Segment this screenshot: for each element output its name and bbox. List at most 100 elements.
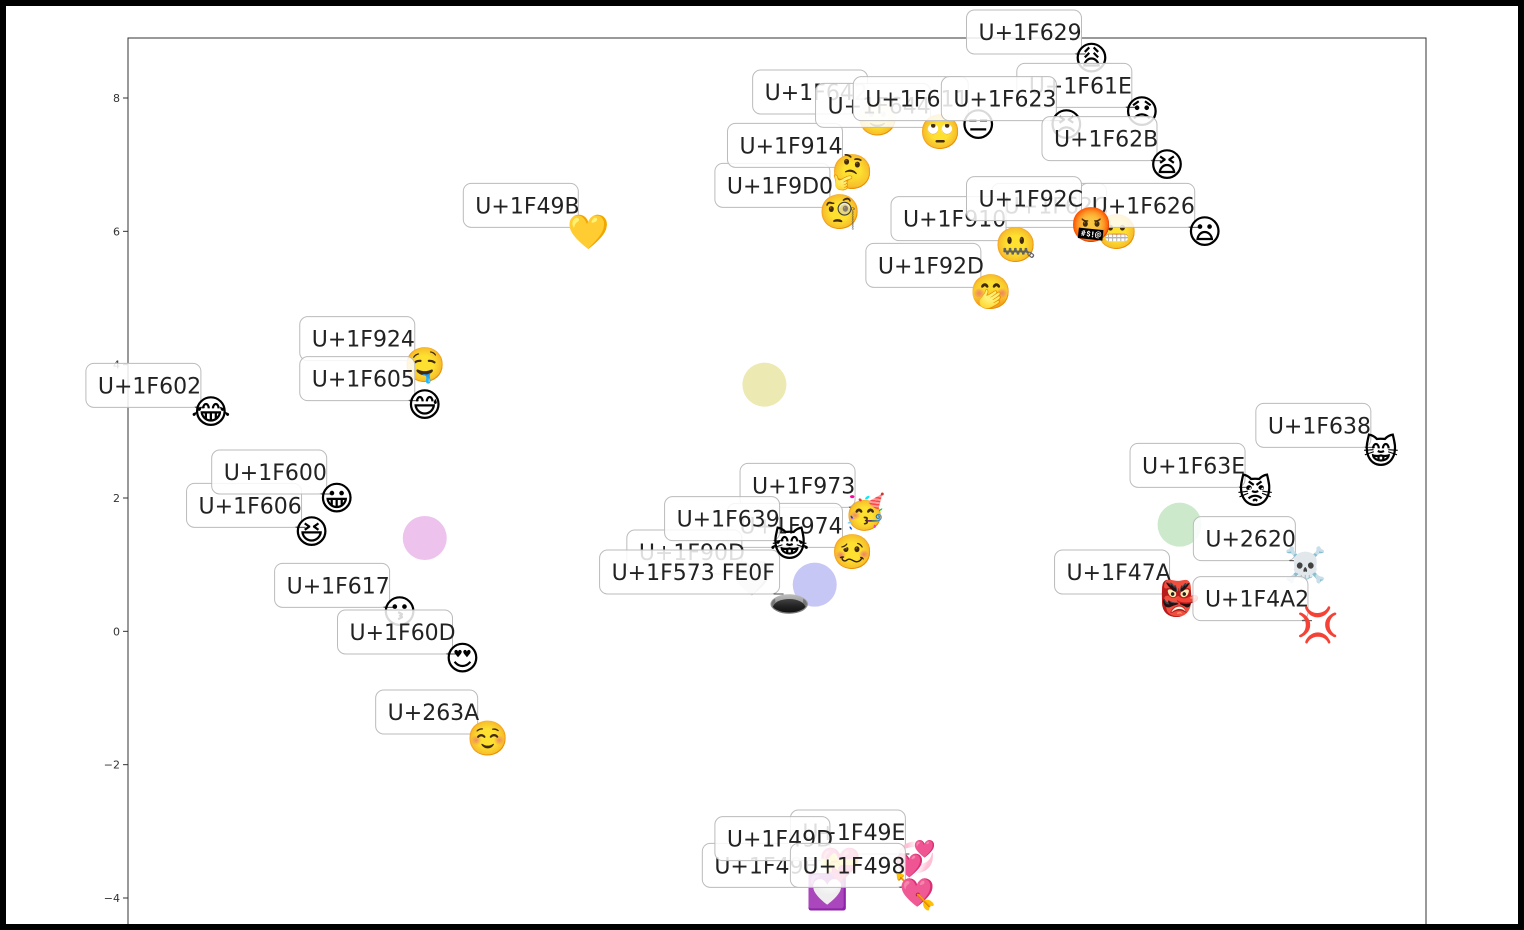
- point-label: U+1F92D: [878, 254, 984, 279]
- emoji-marker: 🤬: [1070, 206, 1112, 246]
- point-label: U+1F629: [979, 21, 1082, 46]
- point-label: U+1F600: [224, 461, 327, 486]
- emoji-marker: 😹: [770, 526, 810, 566]
- data-point: U+1F63E😾: [1129, 442, 1273, 512]
- emoji-marker: 🥳: [844, 491, 886, 532]
- annotation-box: [1054, 549, 1171, 595]
- y-tick-label: 6: [113, 225, 120, 238]
- annotation-box: [274, 562, 391, 608]
- annotation-box: [940, 76, 1057, 122]
- emoji-marker: 😍: [445, 639, 480, 679]
- data-point: U+1F498💘: [789, 842, 937, 912]
- emoji-marker: 😾: [1237, 472, 1272, 512]
- cluster-blob: [742, 362, 787, 407]
- annotation-box: [865, 242, 982, 288]
- emoji-marker: 🧐: [819, 192, 861, 232]
- data-point: U+1F49B💛: [462, 182, 610, 252]
- emoji-marker: 🤔: [831, 152, 873, 192]
- point-label: U+1F626: [1092, 194, 1195, 219]
- emoji-marker: ☺️: [466, 719, 508, 759]
- emoji-marker: 😫: [1149, 146, 1184, 186]
- point-label: U+1F639: [677, 508, 780, 533]
- emoji-marker: 😆: [294, 512, 329, 552]
- point-label: U+1F49B: [475, 194, 579, 219]
- point-label: U+263A: [388, 701, 480, 726]
- emoji-marker: 🕳️: [763, 579, 815, 619]
- data-point: U+1F92D🤭: [865, 242, 1012, 312]
- point-label: U+1F623: [953, 88, 1056, 113]
- data-point: U+1F924🤤: [299, 316, 446, 386]
- point-label: U+1F9D0: [727, 174, 833, 199]
- emoji-marker: 💛: [567, 212, 610, 252]
- point-label: U+1F605: [312, 368, 415, 393]
- data-point: U+1F626😦: [1079, 182, 1222, 252]
- annotation-box: [1129, 442, 1246, 488]
- point-label: U+1F62B: [1054, 128, 1158, 153]
- cluster-blob: [1157, 502, 1202, 547]
- data-point: U+1F605😅: [299, 356, 442, 426]
- annotation-box: [299, 356, 416, 402]
- data-point: U+1F92C🤬: [966, 176, 1113, 246]
- point-label: U+1F92C: [979, 188, 1084, 213]
- point-label: U+1F63E: [1142, 454, 1245, 479]
- annotation-box: [462, 182, 579, 228]
- emoji-marker: 🤭: [970, 272, 1012, 312]
- point-label: U+1F924: [312, 328, 415, 353]
- data-point: U+1F602😂: [85, 362, 231, 432]
- cluster-blobs: [402, 362, 1202, 607]
- data-point: U+263A☺️: [375, 689, 509, 759]
- annotation-box: [1192, 516, 1296, 562]
- y-tick-label: −4: [104, 892, 120, 905]
- point-label: U+1F973: [752, 474, 855, 499]
- annotation-box: [726, 122, 843, 168]
- point-label: U+1F60D: [350, 621, 456, 646]
- y-tick-label: −2: [104, 759, 120, 772]
- emoji-marker: 😀: [319, 479, 354, 519]
- cluster-blob: [792, 562, 837, 607]
- point-label: U+1F914: [739, 134, 842, 159]
- data-point: U+1F60D😍: [337, 609, 480, 679]
- point-label: U+1F573 FE0F: [612, 561, 775, 586]
- annotation-box: [337, 609, 453, 655]
- y-tick-label: 0: [113, 625, 120, 638]
- point-label: U+1F47A: [1067, 561, 1171, 586]
- emoji-marker: 😦: [1187, 212, 1222, 252]
- scatter-chart: 86420−2−4 U+1F602😂U+1F924🤤U+1F605😅U+1F60…: [85, 9, 1427, 924]
- point-label: U+1F638: [1268, 414, 1371, 439]
- annotation-box: [966, 9, 1082, 55]
- data-point: U+1F573 FE0F🕳️: [599, 549, 815, 619]
- emoji-marker: 😂: [191, 392, 231, 432]
- y-axis: 86420−2−4: [104, 92, 128, 905]
- figure-canvas: 86420−2−4 U+1F602😂U+1F924🤤U+1F605😅U+1F60…: [6, 6, 1518, 924]
- emoji-marker: 💢: [1297, 606, 1339, 646]
- data-point: U+1F629😩: [966, 9, 1109, 79]
- annotation-box: [211, 449, 328, 495]
- annotation-box: [966, 176, 1082, 222]
- point-label: U+1F602: [98, 374, 201, 399]
- emoji-marker: 🥴: [831, 532, 873, 572]
- annotation-box: [1041, 116, 1158, 162]
- data-points: U+1F602😂U+1F924🤤U+1F605😅U+1F606😆U+1F600😀…: [85, 9, 1399, 912]
- emoji-marker: 😸: [1363, 432, 1398, 472]
- data-point: U+1F600😀: [211, 449, 354, 519]
- data-point: U+1F62B😫: [1041, 116, 1185, 186]
- annotation-box: [789, 842, 906, 888]
- emoji-marker: 😅: [407, 386, 442, 426]
- point-label: U+1F617: [287, 574, 390, 599]
- annotation-box: [1255, 402, 1372, 448]
- annotation-box: [599, 549, 781, 595]
- point-label: U+1F606: [199, 494, 302, 519]
- emoji-marker: 🤐: [995, 226, 1037, 266]
- data-point: U+1F9D0🧐: [714, 162, 861, 232]
- annotation-box: [664, 496, 781, 542]
- data-point: U+1F638😸: [1255, 402, 1399, 472]
- data-point: U+1F639😹: [664, 496, 810, 566]
- annotation-box: [375, 689, 479, 735]
- point-label: U+1F4A2: [1205, 588, 1309, 613]
- y-tick-label: 2: [113, 492, 120, 505]
- point-label: U+1F498: [802, 854, 905, 879]
- y-tick-label: 8: [113, 92, 120, 105]
- annotation-box: [85, 362, 202, 408]
- emoji-marker: 💘: [894, 872, 936, 912]
- data-point: U+1F914🤔: [726, 122, 874, 192]
